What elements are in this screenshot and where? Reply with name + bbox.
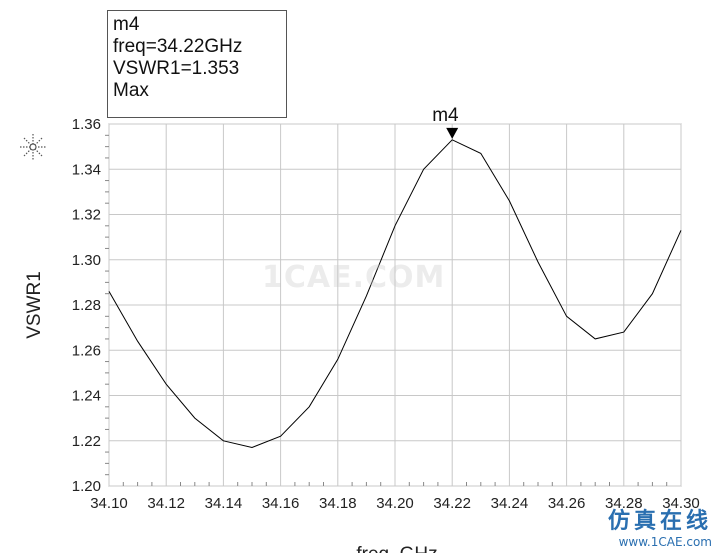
marker-readout-line: Max bbox=[113, 80, 149, 101]
y-tick-label: 1.34 bbox=[72, 161, 101, 178]
y-tick-label: 1.24 bbox=[72, 388, 101, 405]
marker-readout-line: freq=34.22GHz bbox=[113, 36, 243, 57]
marker-readout-box: m4 freq=34.22GHz VSWR1=1.353 Max bbox=[107, 10, 287, 118]
logo-url: www.1CAE.com bbox=[618, 535, 712, 549]
marker-label: m4 bbox=[432, 104, 459, 126]
series-line-vswr1 bbox=[108, 139, 682, 449]
x-tick-label: 34.20 bbox=[376, 495, 414, 512]
y-tick-label: 1.28 bbox=[72, 297, 101, 314]
axis-ticks: 34.10 34.12 34.14 34.16 34.18 34.20 34.22 34.24… bbox=[72, 116, 700, 512]
x-tick-label: 34.16 bbox=[262, 495, 300, 512]
y-axis-title: VSWR1 bbox=[24, 271, 45, 339]
x-tick-label: 34.24 bbox=[491, 495, 529, 512]
y-tick-label: 1.20 bbox=[72, 478, 101, 495]
grid-lines bbox=[108, 123, 682, 487]
y-tick-label: 1.36 bbox=[72, 116, 101, 133]
x-tick-label: 34.12 bbox=[147, 495, 185, 512]
site-logo: 仿真在线 www.1CAE.com bbox=[608, 503, 712, 549]
sun-icon bbox=[20, 134, 46, 160]
y-tick-label: 1.30 bbox=[72, 252, 101, 269]
series-group bbox=[108, 139, 682, 449]
x-tick-label: 34.26 bbox=[548, 495, 586, 512]
marker-triangle[interactable] bbox=[446, 127, 459, 139]
x-axis-title: freq, GHz bbox=[356, 544, 437, 553]
logo-text: 仿真在线 bbox=[607, 509, 712, 534]
marker-group bbox=[446, 127, 459, 139]
y-tick-label: 1.32 bbox=[72, 207, 101, 224]
x-tick-label: 34.22 bbox=[433, 495, 471, 512]
y-tick-label: 1.26 bbox=[72, 342, 101, 359]
x-tick-label: 34.10 bbox=[90, 495, 128, 512]
x-tick-label: 34.28 bbox=[605, 495, 643, 512]
y-tick-label: 1.22 bbox=[72, 433, 101, 450]
marker-readout-line: m4 bbox=[113, 14, 140, 35]
x-tick-label: 34.18 bbox=[319, 495, 357, 512]
x-tick-label: 34.30 bbox=[662, 495, 700, 512]
watermark: 1CAE.COM bbox=[262, 260, 446, 295]
marker-readout-line: VSWR1=1.353 bbox=[113, 58, 240, 79]
x-tick-label: 34.14 bbox=[205, 495, 243, 512]
